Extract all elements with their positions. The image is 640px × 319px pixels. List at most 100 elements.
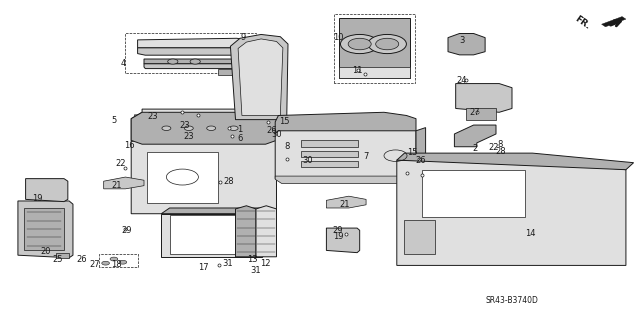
Text: 16: 16 (124, 141, 134, 150)
Text: 26: 26 (267, 126, 277, 135)
Text: 19: 19 (32, 194, 42, 203)
Text: 15: 15 (280, 117, 290, 126)
Polygon shape (244, 48, 250, 54)
Text: 27: 27 (90, 260, 100, 269)
Polygon shape (448, 33, 485, 55)
Text: 21: 21 (339, 200, 349, 209)
Polygon shape (134, 115, 163, 123)
Text: 13: 13 (248, 255, 258, 263)
Polygon shape (301, 161, 358, 167)
Text: 30: 30 (271, 130, 282, 139)
Polygon shape (26, 179, 68, 202)
Text: 23: 23 (184, 132, 194, 141)
Text: 1: 1 (237, 125, 243, 134)
Polygon shape (454, 125, 496, 147)
Polygon shape (238, 39, 283, 115)
Polygon shape (262, 208, 270, 257)
Text: 5: 5 (111, 116, 116, 125)
Text: 21: 21 (111, 181, 122, 189)
Text: 8: 8 (284, 142, 289, 151)
Polygon shape (326, 228, 360, 253)
Polygon shape (138, 48, 244, 55)
Text: FR.: FR. (573, 15, 592, 31)
Polygon shape (138, 38, 244, 48)
Text: 12: 12 (260, 259, 271, 268)
Polygon shape (339, 67, 410, 78)
Text: 26: 26 (416, 156, 426, 165)
Text: 10: 10 (333, 33, 343, 42)
Text: 29: 29 (122, 226, 132, 235)
Circle shape (190, 59, 200, 64)
Circle shape (376, 38, 399, 50)
Polygon shape (466, 108, 496, 120)
Text: 29: 29 (333, 226, 343, 235)
Text: 26: 26 (77, 255, 87, 263)
Circle shape (162, 126, 171, 130)
Polygon shape (104, 177, 144, 189)
Circle shape (110, 257, 118, 261)
Polygon shape (275, 112, 416, 137)
Text: 30: 30 (302, 156, 312, 165)
Polygon shape (236, 206, 256, 257)
Text: 15: 15 (408, 148, 418, 157)
Text: 2: 2 (472, 144, 477, 153)
Polygon shape (144, 59, 246, 64)
Polygon shape (161, 214, 262, 257)
Text: 28: 28 (495, 147, 506, 156)
Polygon shape (161, 208, 270, 214)
Text: 28: 28 (224, 177, 234, 186)
Circle shape (340, 34, 379, 54)
Text: 22: 22 (115, 159, 125, 168)
Polygon shape (56, 253, 69, 258)
Text: SR43-B3740D: SR43-B3740D (486, 296, 538, 305)
Polygon shape (144, 64, 246, 69)
Circle shape (184, 126, 193, 130)
Text: 25: 25 (52, 255, 63, 263)
Polygon shape (275, 131, 416, 182)
Circle shape (102, 261, 109, 265)
Polygon shape (131, 112, 276, 144)
Polygon shape (301, 151, 358, 157)
Text: 20: 20 (41, 247, 51, 256)
Polygon shape (301, 140, 358, 147)
Polygon shape (397, 153, 634, 170)
Text: 3: 3 (460, 36, 465, 45)
Polygon shape (230, 34, 288, 120)
Circle shape (368, 34, 406, 54)
Polygon shape (339, 18, 410, 78)
Text: 24: 24 (457, 76, 467, 85)
Polygon shape (218, 69, 243, 75)
Circle shape (119, 260, 127, 264)
Polygon shape (422, 170, 525, 217)
Polygon shape (602, 17, 626, 27)
Text: 8: 8 (498, 140, 503, 149)
Circle shape (348, 38, 371, 50)
Polygon shape (18, 201, 73, 258)
Circle shape (207, 126, 216, 130)
Text: 17: 17 (198, 263, 209, 272)
Text: 18: 18 (111, 260, 122, 269)
Polygon shape (170, 215, 259, 254)
Text: 19: 19 (333, 232, 343, 241)
Text: 27: 27 (470, 108, 480, 117)
Text: 14: 14 (525, 229, 535, 238)
Polygon shape (275, 176, 448, 183)
Text: 7: 7 (364, 152, 369, 161)
Circle shape (229, 126, 238, 130)
Circle shape (168, 59, 178, 64)
Text: 4: 4 (120, 59, 125, 68)
Text: 11: 11 (352, 66, 362, 75)
Polygon shape (416, 128, 426, 179)
Polygon shape (404, 220, 435, 254)
Text: 31: 31 (251, 266, 261, 275)
Polygon shape (147, 152, 218, 203)
Polygon shape (456, 84, 512, 112)
Polygon shape (131, 109, 276, 214)
Text: 23: 23 (147, 112, 157, 121)
Polygon shape (326, 196, 366, 208)
Polygon shape (256, 206, 276, 257)
Text: 9: 9 (241, 33, 246, 42)
Text: 6: 6 (237, 134, 243, 143)
Text: 23: 23 (179, 121, 189, 130)
Polygon shape (397, 160, 626, 265)
